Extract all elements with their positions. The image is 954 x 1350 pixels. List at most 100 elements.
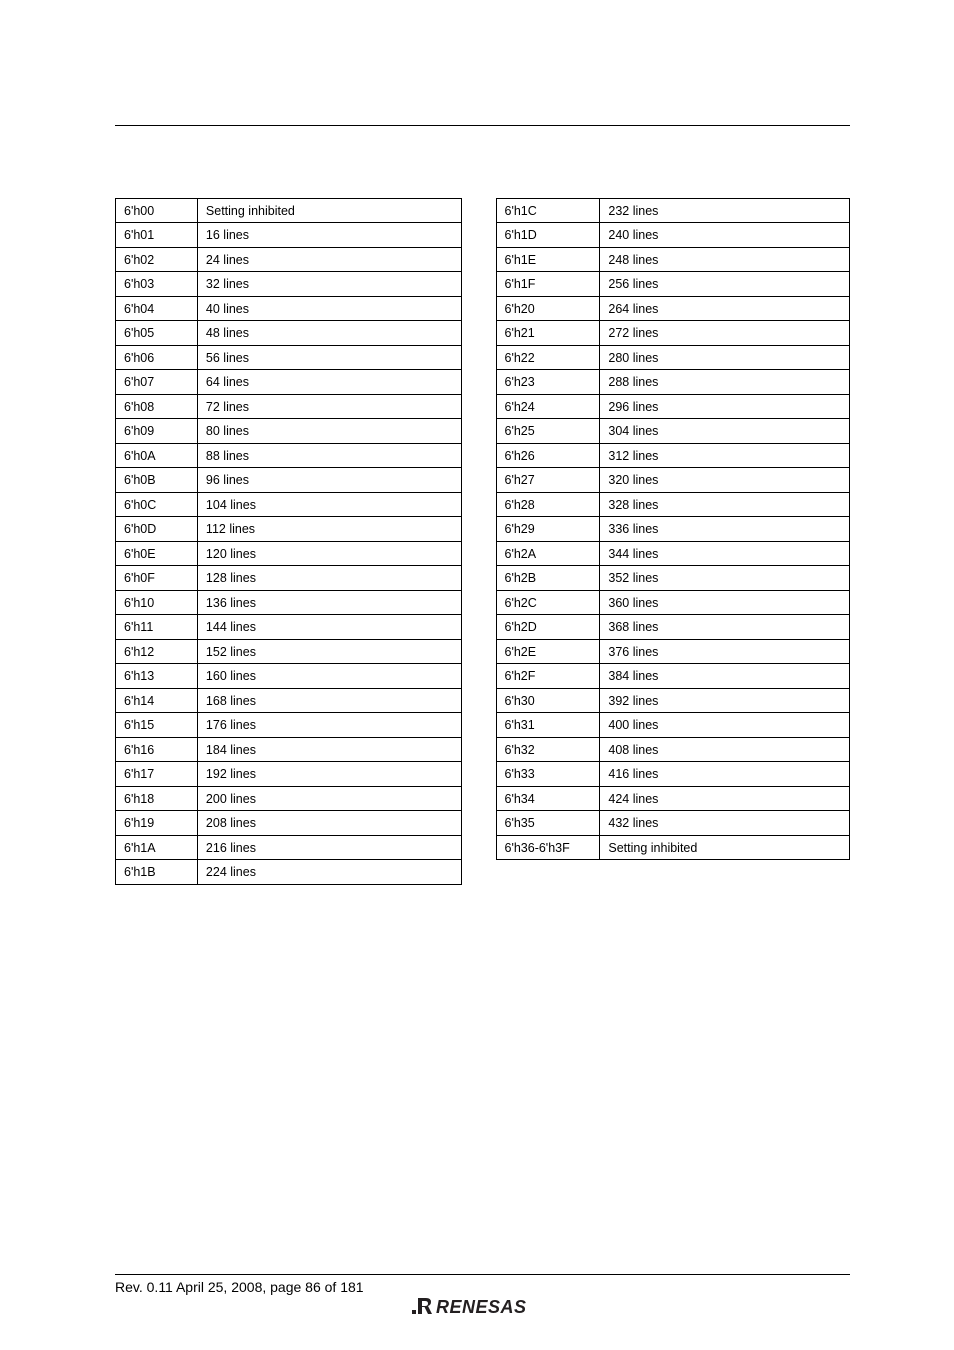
table-cell: 6'h18 xyxy=(116,786,198,811)
table-row: 6'h25304 lines xyxy=(496,419,850,444)
table-cell: 408 lines xyxy=(600,737,850,762)
table-row: 6'h1A216 lines xyxy=(116,835,462,860)
table-cell: 248 lines xyxy=(600,247,850,272)
table-row: 6'h13160 lines xyxy=(116,664,462,689)
table-row: 6'h35432 lines xyxy=(496,811,850,836)
table-header-cell xyxy=(600,174,850,198)
table-cell: 360 lines xyxy=(600,590,850,615)
table-cell: 6'h0E xyxy=(116,541,198,566)
table-cell: 6'h09 xyxy=(116,419,198,444)
table-cell: 6'h14 xyxy=(116,688,198,713)
table-row: 6'h2D368 lines xyxy=(496,615,850,640)
table-row: 6'h31400 lines xyxy=(496,713,850,738)
table-cell: 136 lines xyxy=(197,590,461,615)
table-cell: 264 lines xyxy=(600,296,850,321)
table-cell: 6'h15 xyxy=(116,713,198,738)
table-cell: 6'h03 xyxy=(116,272,198,297)
table-cell: 6'h0A xyxy=(116,443,198,468)
table-header-row xyxy=(116,174,462,198)
table-cell: 288 lines xyxy=(600,370,850,395)
table-cell: Setting inhibited xyxy=(197,198,461,223)
table-cell: 240 lines xyxy=(600,223,850,248)
table-row: 6'h22280 lines xyxy=(496,345,850,370)
table-right: 6'h1C232 lines 6'h1D240 lines 6'h1E248 l… xyxy=(496,174,851,860)
table-cell: 392 lines xyxy=(600,688,850,713)
table-row: 6'h0224 lines xyxy=(116,247,462,272)
table-right-body: 6'h1C232 lines 6'h1D240 lines 6'h1E248 l… xyxy=(496,198,850,860)
footer: Rev. 0.11 April 25, 2008, page 86 of 181 xyxy=(115,1274,850,1295)
table-cell: 6'h2A xyxy=(496,541,600,566)
table-row: 6'h24296 lines xyxy=(496,394,850,419)
table-cell: 6'h07 xyxy=(116,370,198,395)
table-cell: 6'h0D xyxy=(116,517,198,542)
table-cell: 224 lines xyxy=(197,860,461,885)
revision-text: Rev. 0.11 April 25, 2008, page 86 of 181 xyxy=(115,1279,850,1295)
table-row: 6'h30392 lines xyxy=(496,688,850,713)
table-row: 6'h17192 lines xyxy=(116,762,462,787)
table-left-body: 6'h00Setting inhibited 6'h0116 lines 6'h… xyxy=(116,198,462,884)
table-cell: 6'h20 xyxy=(496,296,600,321)
table-cell: 6'h0B xyxy=(116,468,198,493)
table-cell: 200 lines xyxy=(197,786,461,811)
table-cell: 112 lines xyxy=(197,517,461,542)
table-row: 6'h0764 lines xyxy=(116,370,462,395)
table-row: 6'h0C104 lines xyxy=(116,492,462,517)
table-row: 6'h0440 lines xyxy=(116,296,462,321)
table-cell: 6'h23 xyxy=(496,370,600,395)
table-cell: 424 lines xyxy=(600,786,850,811)
table-left: 6'h00Setting inhibited 6'h0116 lines 6'h… xyxy=(115,174,462,885)
table-cell: 6'h29 xyxy=(496,517,600,542)
table-cell: 216 lines xyxy=(197,835,461,860)
table-cell: 280 lines xyxy=(600,345,850,370)
table-row: 6'h32408 lines xyxy=(496,737,850,762)
table-row: 6'h27320 lines xyxy=(496,468,850,493)
table-cell: 6'h1C xyxy=(496,198,600,223)
table-cell: 88 lines xyxy=(197,443,461,468)
header-rule xyxy=(115,125,850,126)
table-cell: 312 lines xyxy=(600,443,850,468)
table-cell: 72 lines xyxy=(197,394,461,419)
table-cell: 328 lines xyxy=(600,492,850,517)
table-row: 6'h0E120 lines xyxy=(116,541,462,566)
table-cell: 400 lines xyxy=(600,713,850,738)
table-cell: 6'h16 xyxy=(116,737,198,762)
table-cell: 6'h12 xyxy=(116,639,198,664)
table-row: 6'h19208 lines xyxy=(116,811,462,836)
table-row: 6'h11144 lines xyxy=(116,615,462,640)
table-cell: 232 lines xyxy=(600,198,850,223)
table-row: 6'h1C232 lines xyxy=(496,198,850,223)
table-row: 6'h36-6'h3FSetting inhibited xyxy=(496,835,850,860)
table-cell: 6'h21 xyxy=(496,321,600,346)
table-cell: 104 lines xyxy=(197,492,461,517)
table-cell: 6'h25 xyxy=(496,419,600,444)
table-cell: 6'h00 xyxy=(116,198,198,223)
table-cell: 6'h04 xyxy=(116,296,198,321)
table-cell: 6'h0C xyxy=(116,492,198,517)
table-row: 6'h0332 lines xyxy=(116,272,462,297)
table-cell: 6'h08 xyxy=(116,394,198,419)
table-cell: 6'h19 xyxy=(116,811,198,836)
table-row: 6'h0980 lines xyxy=(116,419,462,444)
table-cell: 6'h31 xyxy=(496,713,600,738)
table-cell: 6'h36-6'h3F xyxy=(496,835,600,860)
table-cell: 6'h05 xyxy=(116,321,198,346)
table-header-row xyxy=(496,174,850,198)
table-row: 6'h1E248 lines xyxy=(496,247,850,272)
table-row: 6'h2F384 lines xyxy=(496,664,850,689)
table-cell: 6'h24 xyxy=(496,394,600,419)
table-row: 6'h18200 lines xyxy=(116,786,462,811)
table-row: 6'h2E376 lines xyxy=(496,639,850,664)
table-row: 6'h0F128 lines xyxy=(116,566,462,591)
table-cell: 336 lines xyxy=(600,517,850,542)
table-cell: 6'h22 xyxy=(496,345,600,370)
table-cell: 176 lines xyxy=(197,713,461,738)
table-cell: 6'h1D xyxy=(496,223,600,248)
table-row: 6'h0B96 lines xyxy=(116,468,462,493)
table-cell: 6'h34 xyxy=(496,786,600,811)
table-header-cell xyxy=(116,174,198,198)
table-row: 6'h2B352 lines xyxy=(496,566,850,591)
table-row: 6'h20264 lines xyxy=(496,296,850,321)
table-cell: 120 lines xyxy=(197,541,461,566)
table-row: 6'h29336 lines xyxy=(496,517,850,542)
table-row: 6'h1F256 lines xyxy=(496,272,850,297)
